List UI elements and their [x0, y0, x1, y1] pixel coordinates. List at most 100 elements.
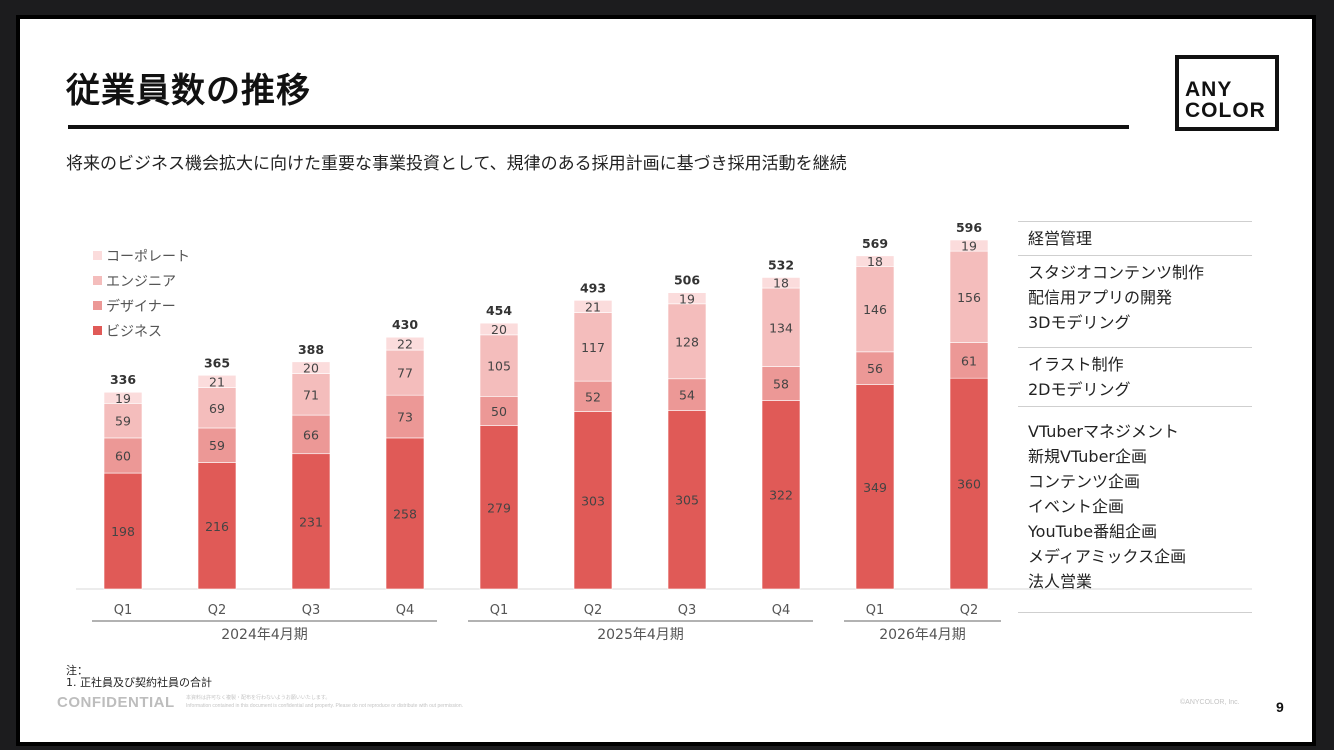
bar-segment-エンジニア [949, 250, 989, 343]
bar-segment-エンジニア [855, 266, 895, 353]
segment-label: 21 [585, 299, 601, 314]
total-label: 506 [674, 273, 700, 288]
segment-label: 146 [863, 302, 887, 317]
segment-label: 56 [867, 361, 883, 376]
page-subtitle: 将来のビジネス機会拡大に向けた重要な事業投資として、規律のある採用計画に基づき採… [66, 154, 847, 174]
bar-segment-コーポレート [197, 374, 237, 388]
segment-label: 71 [303, 387, 319, 402]
bar-segment-デザイナー [949, 342, 989, 379]
bar-segment-コーポレート [385, 336, 425, 351]
segment-label: 59 [209, 438, 225, 453]
role-item: メディアミックス企画 [1028, 547, 1187, 566]
footnote-item: 1. 正社員及び契約社員の合計 [66, 676, 212, 689]
segment-label: 61 [961, 353, 977, 368]
role-item: 3Dモデリング [1028, 313, 1131, 332]
bar-segment-エンジニア [479, 334, 519, 397]
bar-segment-エンジニア [667, 303, 707, 380]
table-divider [1018, 255, 1252, 256]
confidential-mark: CONFIDENTIAL [57, 694, 175, 711]
segment-label: 19 [961, 239, 977, 254]
bar-segment-コーポレート [855, 255, 895, 267]
slide: 従業員数の推移 将来のビジネス機会拡大に向けた重要な事業投資として、規律のある採… [20, 19, 1312, 742]
total-label: 532 [768, 257, 794, 272]
legend-label: コーポレート [106, 248, 190, 265]
segment-label: 349 [863, 480, 887, 495]
segment-label: 20 [491, 322, 507, 337]
segment-label: 50 [491, 404, 507, 419]
bar-segment-デザイナー [197, 427, 237, 463]
role-group: 経営管理 [1018, 222, 1252, 255]
role-item: YouTube番組企画 [1028, 522, 1158, 541]
legend-label: エンジニア [106, 273, 176, 290]
segment-label: 19 [115, 391, 131, 406]
logo-line-2: COLOR [1185, 99, 1266, 122]
segment-label: 58 [773, 376, 789, 391]
page-number: 9 [1276, 699, 1284, 715]
bar-segment-デザイナー [761, 366, 801, 401]
legend-swatch [93, 276, 102, 285]
bar-segment-エンジニア [197, 387, 237, 429]
bar-segment-デザイナー [103, 437, 143, 474]
total-label: 569 [862, 236, 888, 251]
segment-label: 231 [299, 514, 323, 529]
role-item: 2Dモデリング [1028, 380, 1131, 399]
segment-label: 73 [397, 410, 413, 425]
total-label: 430 [392, 317, 418, 332]
disclaimer-en: Information contained in this document i… [186, 703, 464, 709]
title-divider [68, 125, 1129, 129]
bar-segment-ビジネス [761, 400, 801, 590]
bar-segment-コーポレート [667, 292, 707, 305]
segment-label: 279 [487, 500, 511, 515]
segment-label: 128 [675, 334, 699, 349]
anycolor-logo: ANY COLOR [1175, 55, 1279, 131]
segment-label: 69 [209, 401, 225, 416]
footnote: 注： 1. 正社員及び契約社員の合計 [66, 665, 212, 689]
bar-segment-デザイナー [385, 394, 425, 439]
role-item: イラスト制作 [1028, 355, 1124, 374]
group-label: 2024年4月期 [221, 627, 308, 643]
x-tick-label: Q1 [866, 603, 885, 618]
segment-label: 20 [303, 361, 319, 376]
total-label: 454 [486, 303, 512, 318]
segment-label: 117 [581, 340, 605, 355]
x-tick-label: Q4 [772, 603, 791, 618]
role-item: スタジオコンテンツ制作 [1028, 263, 1205, 282]
table-divider [1018, 612, 1252, 613]
bar-segment-コーポレート [103, 391, 143, 404]
role-group: VTuberマネジメント 新規VTuber企画 コンテンツ企画 イベント企画 YouTu… [1018, 407, 1252, 612]
role-item: 経営管理 [1028, 229, 1093, 248]
bar-segment-コーポレート [949, 239, 989, 252]
bar-segment-エンジニア [291, 373, 331, 416]
segment-label: 303 [581, 493, 605, 508]
segment-label: 18 [773, 276, 789, 291]
segment-label: 54 [679, 388, 695, 403]
segment-label: 22 [397, 337, 413, 352]
disclaimer-jp: 本資料は許可なく複製・配布を行わないようお願いいたします。 [186, 695, 331, 701]
role-item: VTuberマネジメント [1028, 422, 1180, 441]
segment-label: 66 [303, 427, 319, 442]
x-tick-label: Q3 [678, 603, 697, 618]
chart-legend: コーポレート エンジニア デザイナー ビジネス [93, 243, 190, 343]
x-tick-label: Q2 [208, 603, 227, 618]
legend-item: ビジネス [93, 318, 190, 343]
x-tick-label: Q4 [396, 603, 415, 618]
segment-label: 216 [205, 519, 229, 534]
group-label: 2026年4月期 [879, 627, 966, 643]
legend-swatch [93, 251, 102, 260]
segment-label: 19 [679, 291, 695, 306]
bar-segment-エンジニア [103, 403, 143, 439]
bar-segment-ビジネス [197, 462, 237, 590]
role-item: 配信用アプリの開発 [1028, 288, 1173, 307]
bar-segment-コーポレート [761, 277, 801, 289]
segment-label: 134 [769, 320, 793, 335]
segment-label: 156 [957, 290, 981, 305]
bar-segment-ビジネス [855, 384, 895, 590]
bar-segment-エンジニア [385, 349, 425, 396]
bar-segment-ビジネス [385, 437, 425, 590]
bar-segment-ビジネス [479, 425, 519, 590]
x-tick-label: Q3 [302, 603, 321, 618]
role-description-table: 経営管理スタジオコンテンツ制作 配信用アプリの開発 3Dモデリング イラスト制作 2Dモ… [1018, 221, 1252, 613]
x-tick-label: Q2 [960, 603, 979, 618]
bar-segment-デザイナー [291, 414, 331, 455]
employee-stacked-bar-chart: 198 60 59 19 336 Q1 216 59 69 21 365 Q2 231 66 71 20 388… [76, 220, 1252, 643]
